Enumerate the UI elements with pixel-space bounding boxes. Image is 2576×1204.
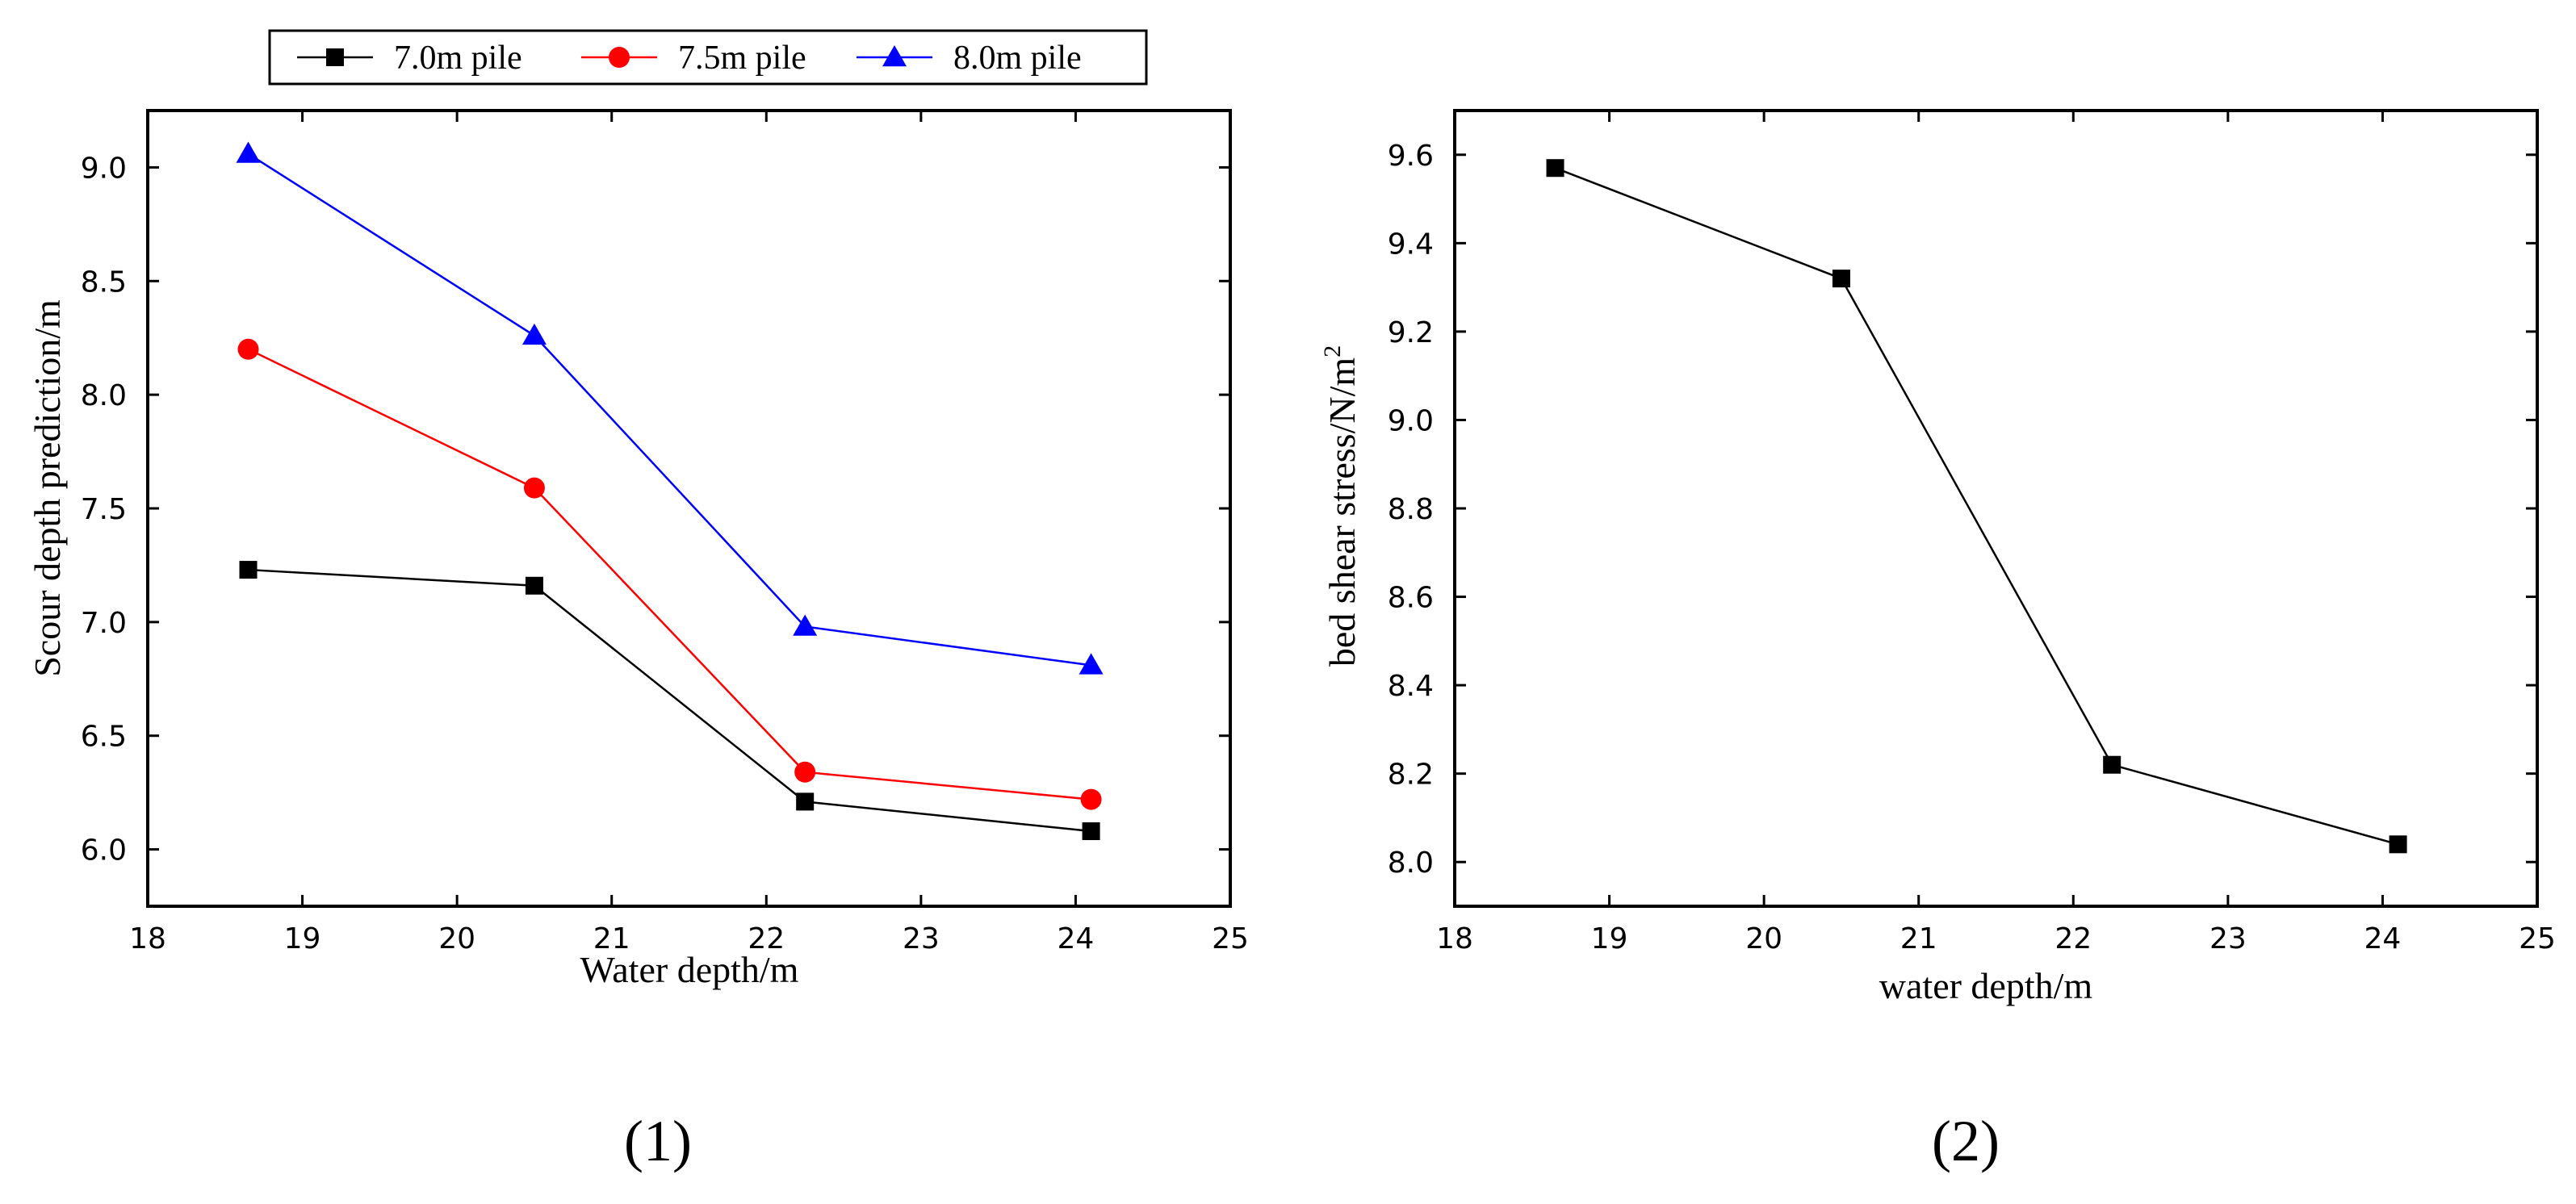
series-7-5m-pile: [237, 338, 1102, 810]
legend-marker: [609, 47, 630, 68]
y-tick-label: 8.0: [1388, 847, 1434, 880]
legend-marker: [882, 45, 907, 67]
data-point: [796, 792, 815, 811]
x-tick-label: 25: [1212, 922, 1249, 955]
y-axis-label: Scour depth prediction/m: [27, 299, 68, 677]
data-point: [2389, 835, 2407, 854]
x-tick-label: 19: [1591, 922, 1628, 955]
panel-label: (2): [1932, 1109, 2000, 1173]
panel-label: (1): [624, 1109, 692, 1173]
x-axis-label: water depth/m: [1879, 965, 2093, 1006]
data-point: [239, 561, 258, 579]
x-tick-label: 22: [748, 922, 785, 955]
legend-marker: [326, 48, 344, 66]
x-tick-label: 24: [2364, 922, 2402, 955]
legend-item: 7.5m pile: [581, 40, 806, 77]
y-tick-label: 6.0: [81, 834, 127, 867]
data-point: [525, 576, 543, 595]
data-point: [1079, 653, 1104, 675]
legend-label: 7.5m pile: [678, 40, 806, 77]
data-point: [1832, 270, 1850, 288]
series-line: [248, 568, 1091, 833]
data-point: [2103, 755, 2122, 774]
y-tick-label: 9.0: [1388, 404, 1434, 437]
data-point: [793, 614, 818, 636]
series-7-0m-pile: [239, 561, 1100, 841]
series-line: [247, 153, 1091, 667]
data-point: [1082, 822, 1100, 841]
legend-item: 7.0m pile: [297, 40, 522, 77]
chart-panel-2: 18 19 20 21 22 23 24 25 8.0 8.2 8.4 8.6 8.8 9.0 9.2 9.4…: [1319, 109, 2556, 1173]
y-tick-label: 8.2: [1388, 759, 1434, 792]
x-tick-label: 25: [2519, 922, 2556, 955]
y-tick-label: 9.6: [1388, 140, 1434, 173]
data-point: [236, 141, 261, 163]
x-tick-label: 19: [284, 922, 321, 955]
y-tick-label: 8.6: [1388, 582, 1434, 615]
x-tick-label: 18: [1436, 922, 1473, 955]
x-tick-label: 22: [2055, 922, 2092, 955]
x-axis-label: Water depth/m: [580, 949, 799, 990]
legend-label: 7.0m pile: [394, 40, 522, 77]
data-point: [794, 761, 816, 783]
x-tick-label: 23: [903, 922, 940, 955]
data-point: [1080, 788, 1102, 810]
y-tick-label: 8.0: [81, 379, 127, 412]
y-tick-label: 9.0: [81, 152, 127, 185]
y-axis-label-text: bed shear stress/N/m: [1322, 357, 1363, 667]
x-tick-label: 20: [438, 922, 475, 955]
legend-box: [268, 29, 1148, 86]
x-tick-label: 23: [2209, 922, 2247, 955]
data-point: [1546, 159, 1564, 178]
chart-panel-1: 7.0m pile 7.5m pile 8.0m pile 18 19 20 21 22 23…: [27, 29, 1249, 1173]
x-tick-label: 21: [593, 922, 630, 955]
x-tick-label: 21: [1900, 922, 1937, 955]
x-tick-label: 24: [1058, 922, 1095, 955]
legend-item: 8.0m pile: [857, 40, 1082, 77]
y-tick-label: 8.5: [81, 265, 127, 299]
series-line: [1555, 167, 2398, 846]
y-tick-label: 6.5: [81, 721, 127, 754]
data-point: [523, 477, 545, 499]
y-axis-label: bed shear stress/N/m2: [1319, 345, 1363, 667]
legend-label: 8.0m pile: [953, 40, 1082, 77]
series-bed-shear-stress: [1546, 159, 2407, 854]
y-tick-label: 8.8: [1388, 493, 1434, 526]
series-line: [247, 348, 1091, 801]
x-tick-label: 18: [129, 922, 166, 955]
x-tick-label: 20: [1745, 922, 1782, 955]
series-8-0m-pile: [236, 141, 1104, 675]
legend: 7.0m pile 7.5m pile 8.0m pile: [268, 29, 1148, 86]
y-tick-label: 9.2: [1388, 316, 1434, 349]
y-tick-label: 9.4: [1388, 228, 1434, 261]
data-point: [521, 323, 547, 345]
y-axis-label-superscript: 2: [1319, 345, 1346, 357]
y-tick-label: 7.0: [81, 607, 127, 640]
y-tick-label: 7.5: [81, 493, 127, 526]
data-point: [237, 338, 259, 360]
y-tick-label: 8.4: [1388, 670, 1434, 703]
